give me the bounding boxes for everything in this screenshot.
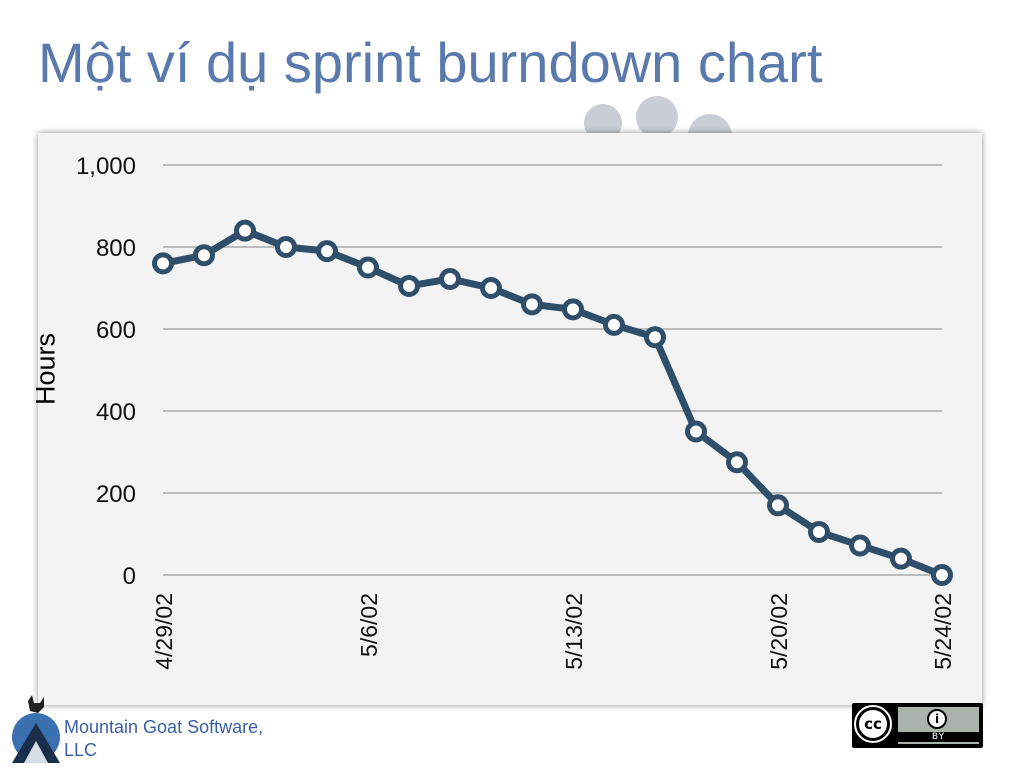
data-point [726,451,748,474]
y-tick-label: 400 [96,399,136,426]
data-point [603,313,625,336]
data-point [849,534,871,557]
y-tick-label: 800 [96,235,136,262]
y-axis-label: Hours [30,332,61,406]
company-name-line-2: LLC [64,740,98,760]
data-point [152,252,174,275]
x-tick-label: 5/20/02 [766,593,792,670]
data-point [644,326,666,349]
person-icon: i [927,709,947,729]
data-point [521,293,543,316]
data-point [480,277,502,299]
data-point [562,298,584,321]
burndown-chart: 0 200 400 600 800 1,000 4/29/02 5/6/02 5/13/02 5/… [76,153,956,670]
cc-icon: cc [854,705,892,743]
data-point [193,244,215,267]
data-point [275,236,297,258]
creative-commons-by-icon[interactable]: cc i BY [852,703,983,748]
y-tick-label: 0 [123,563,136,590]
y-tick-label: 200 [96,481,136,508]
data-point [398,274,420,297]
x-tick-label: 4/29/02 [151,593,177,670]
data-point [316,240,338,263]
x-tick-label: 5/24/02 [930,593,956,670]
data-point [767,494,789,517]
y-tick-label: 600 [96,317,136,344]
y-tick-label: 1,000 [76,153,136,180]
data-point [439,267,461,290]
data-point [234,219,256,242]
data-point [808,520,830,543]
data-point [357,256,379,279]
by-label: BY [898,732,979,742]
data-point [685,420,707,443]
data-point [890,547,912,570]
x-tick-label: 5/6/02 [356,593,382,657]
mountain-goat-logo-icon [10,693,70,763]
x-tick-label: 5/13/02 [561,593,587,670]
decorative-dot [636,96,678,138]
by-panel: i BY [898,707,979,744]
company-name-line-1: Mountain Goat Software, [64,717,264,737]
slide-title: Một ví dụ sprint burndown chart [38,31,823,94]
company-name: Mountain Goat Software, LLC [64,716,314,762]
chart-panel: 0 200 400 600 800 1,000 4/29/02 5/6/02 5/13/02 5/… [38,133,982,705]
data-point [931,564,953,586]
